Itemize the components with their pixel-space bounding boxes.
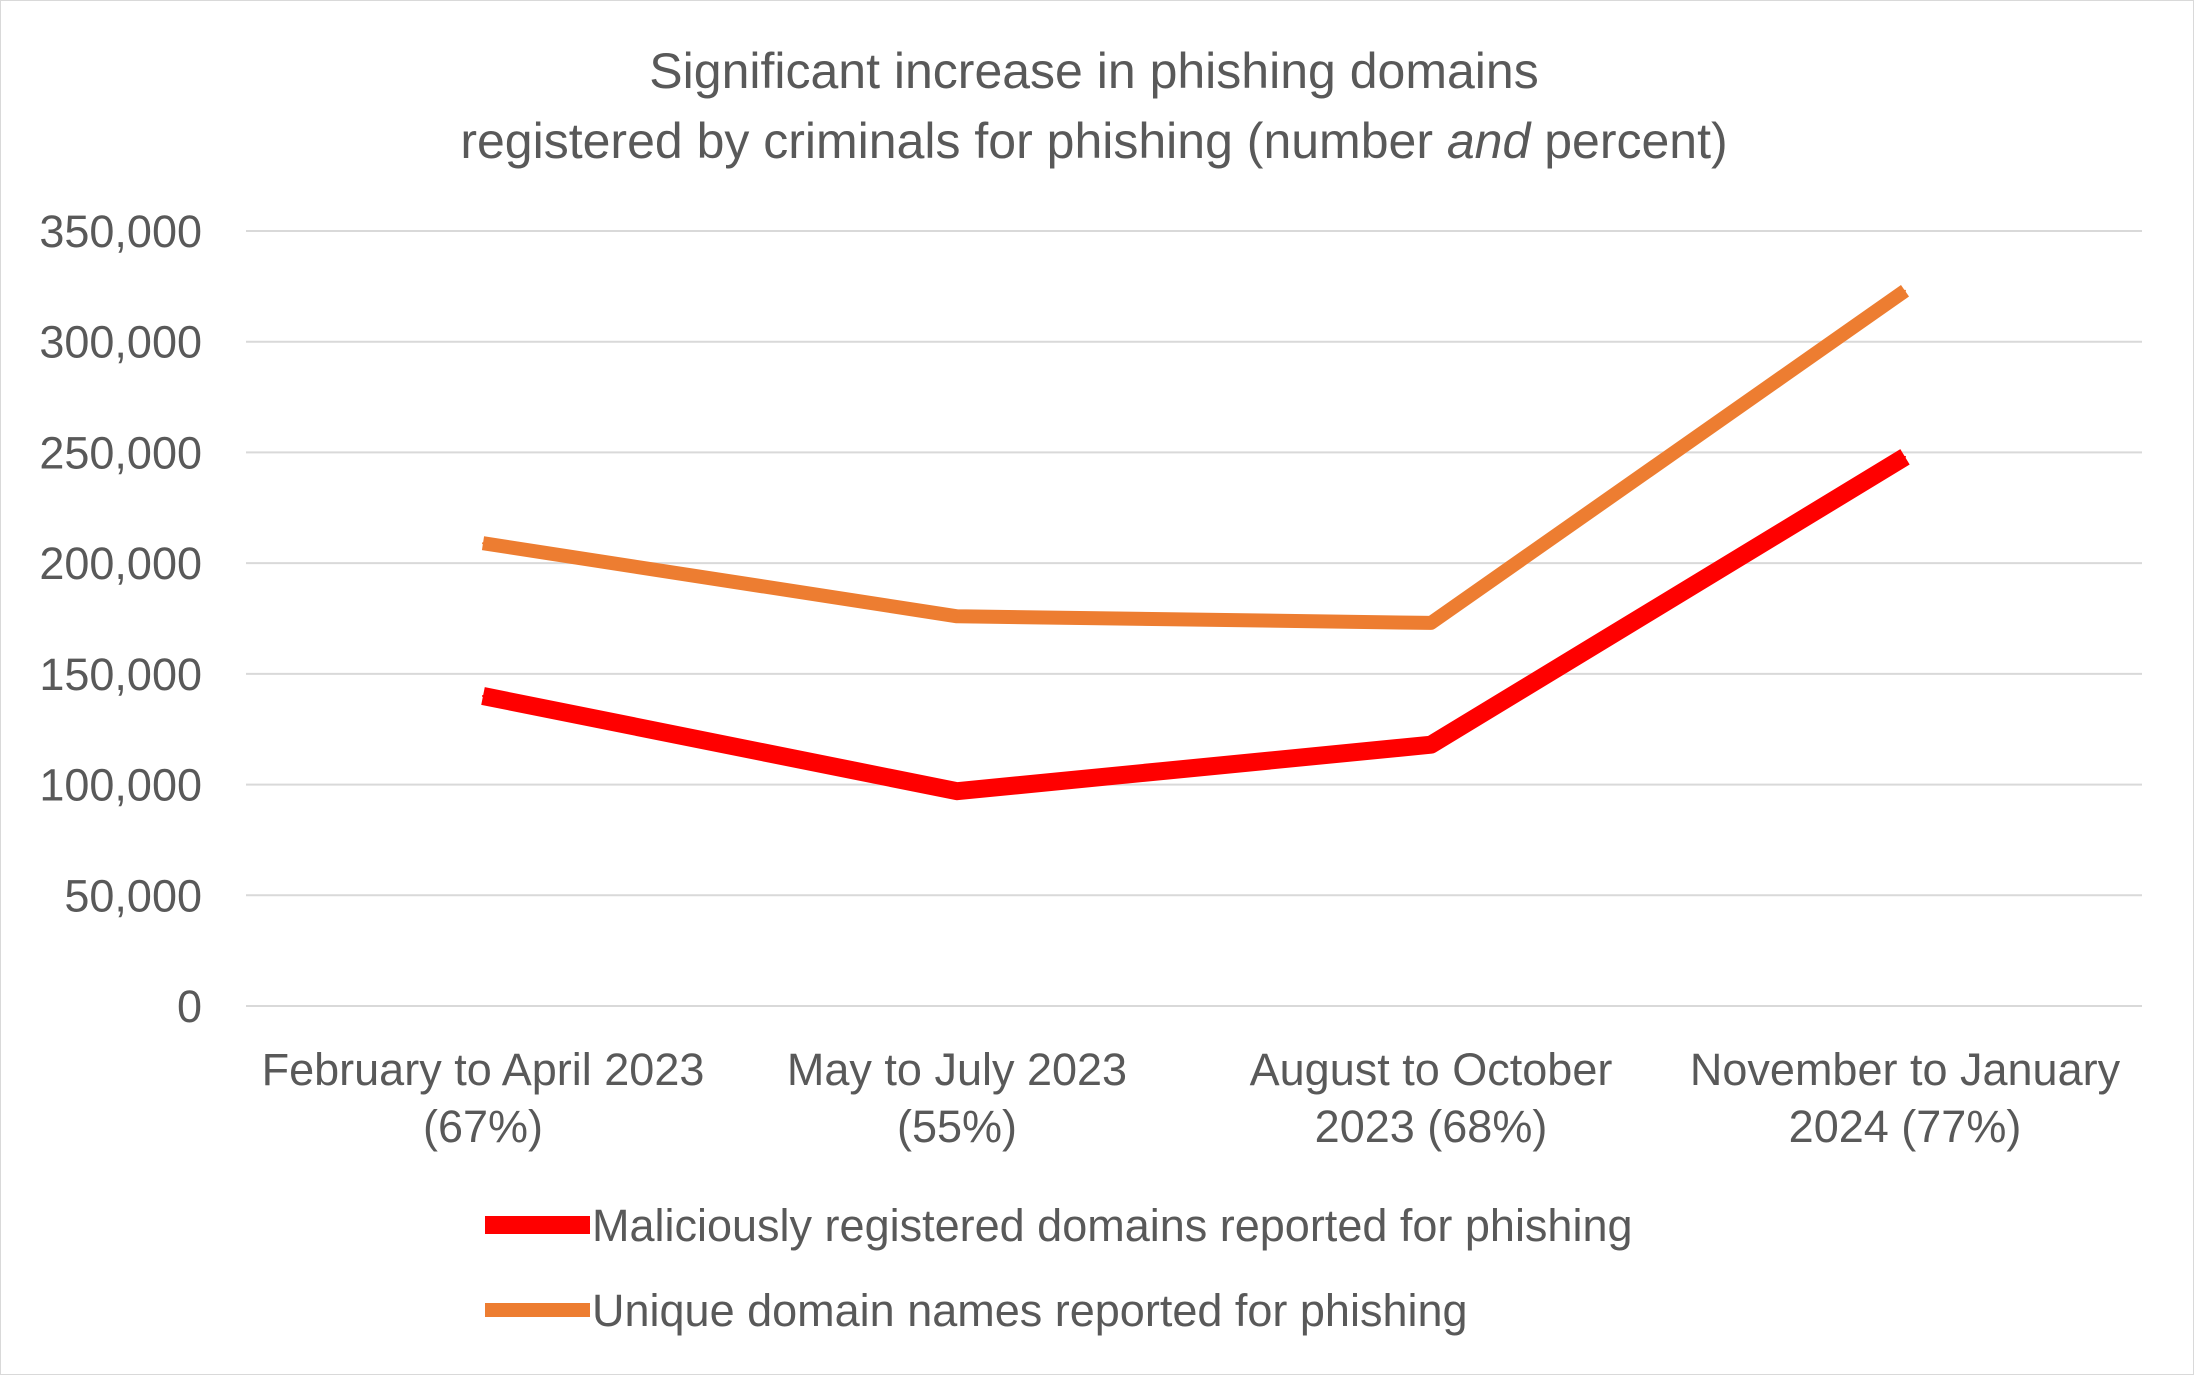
data-point <box>956 615 958 618</box>
data-point <box>482 542 484 545</box>
y-tick-label: 100,000 <box>39 760 202 811</box>
x-category-label: August to October 2023 (68%) <box>1250 1044 1613 1152</box>
x-axis: February to April 2023 (67%) May to July 2… <box>262 1044 2121 1152</box>
y-tick-label: 350,000 <box>39 206 202 257</box>
x-category-label-line: February to April 2023 <box>262 1044 705 1095</box>
data-point <box>1904 289 1906 292</box>
y-tick-label: 0 <box>177 981 202 1032</box>
x-category-label-line: November to January <box>1690 1044 2121 1095</box>
data-point <box>1430 621 1432 624</box>
chart-title-line-2: registered by criminals for phishing (nu… <box>460 113 1727 169</box>
y-axis: 0 50,000 100,000 150,000 200,000 250,000 300,0… <box>39 206 202 1032</box>
data-point <box>1430 743 1432 746</box>
series-line-2 <box>481 285 1910 630</box>
legend: Maliciously registered domains reported … <box>485 1200 1633 1336</box>
series-line-1 <box>481 449 1910 801</box>
series-lines <box>481 285 1910 801</box>
legend-label: Unique domain names reported for phishin… <box>592 1285 1468 1336</box>
data-point <box>956 790 958 793</box>
x-category-label-line: (55%) <box>897 1101 1017 1152</box>
x-category-label-line: May to July 2023 <box>787 1044 1127 1095</box>
data-point <box>1904 455 1906 458</box>
chart-title: Significant increase in phishing domains… <box>460 43 1727 169</box>
data-point <box>482 695 484 697</box>
x-category-label: February to April 2023 (67%) <box>262 1044 705 1152</box>
x-category-label-line: (67%) <box>423 1101 543 1152</box>
legend-label: Maliciously registered domains reported … <box>592 1200 1633 1251</box>
x-category-label: May to July 2023 (55%) <box>787 1044 1127 1152</box>
y-tick-label: 50,000 <box>64 870 202 921</box>
x-category-label-line: 2024 (77%) <box>1789 1101 2022 1152</box>
chart-title-line-2-italic: and <box>1447 113 1533 169</box>
y-tick-label: 200,000 <box>39 538 202 589</box>
chart-title-line-1: Significant increase in phishing domains <box>649 43 1538 99</box>
y-tick-label: 250,000 <box>39 427 202 478</box>
chart-title-line-2-end: percent) <box>1530 113 1727 169</box>
x-category-label: November to January 2024 (77%) <box>1690 1044 2121 1152</box>
y-tick-label: 300,000 <box>39 317 202 368</box>
chart-title-line-2-start: registered by criminals for phishing (nu… <box>460 113 1447 169</box>
x-category-label-line: August to October <box>1250 1044 1613 1095</box>
y-tick-label: 150,000 <box>39 649 202 700</box>
x-category-label-line: 2023 (68%) <box>1315 1101 1548 1152</box>
